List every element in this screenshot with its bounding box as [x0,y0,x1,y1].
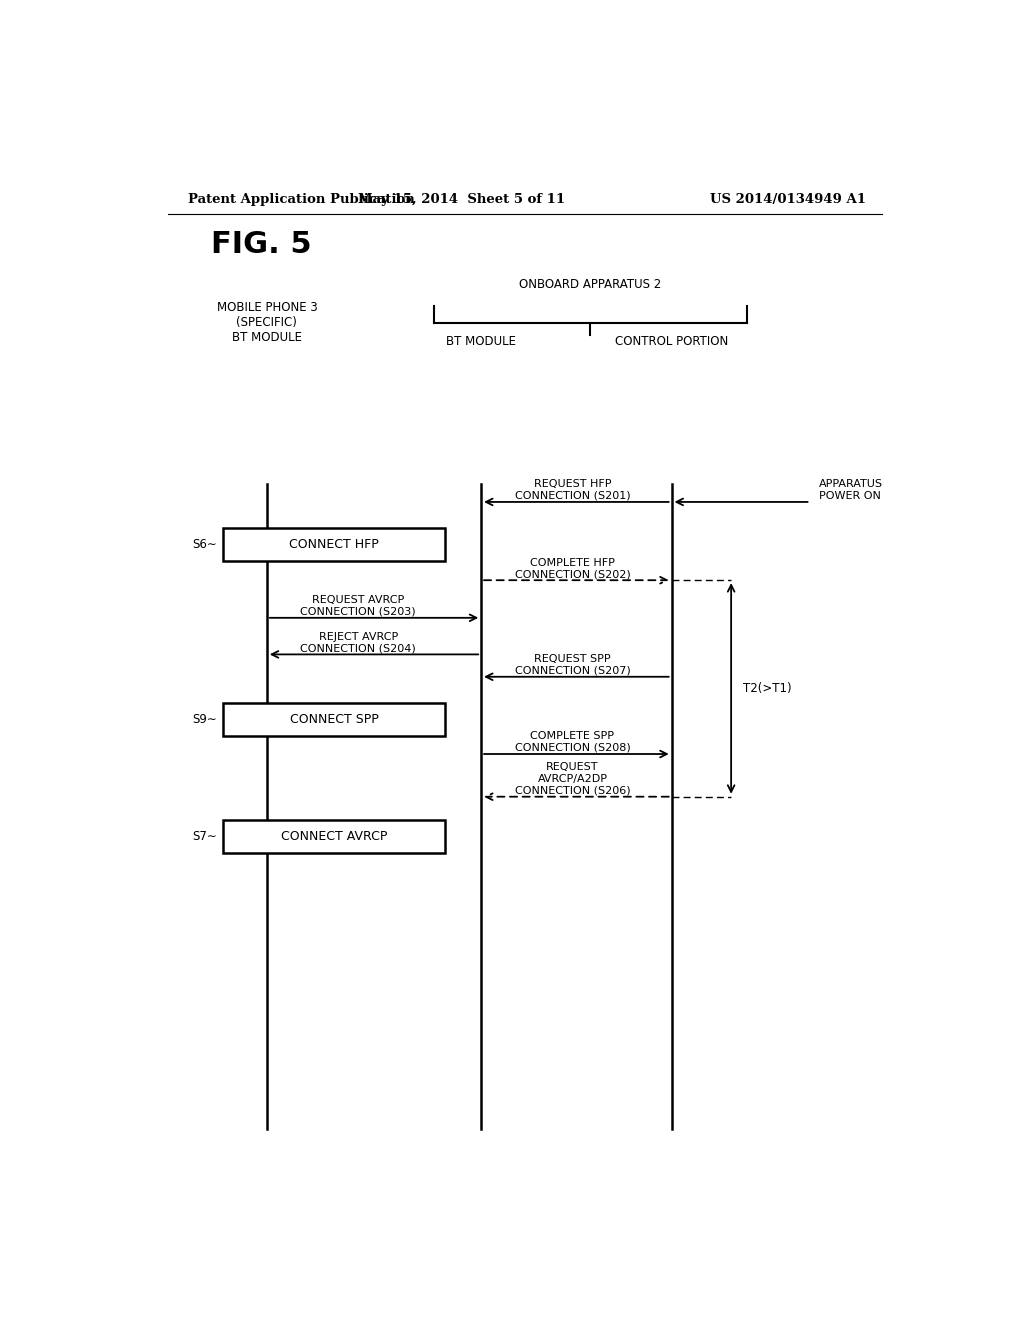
Text: Patent Application Publication: Patent Application Publication [187,193,415,206]
Bar [223,528,445,561]
Text: REQUEST HFP
CONNECTION (S201): REQUEST HFP CONNECTION (S201) [515,479,630,500]
Text: CONTROL PORTION: CONTROL PORTION [615,335,728,348]
Text: CONNECT HFP: CONNECT HFP [290,539,379,552]
Text: US 2014/0134949 A1: US 2014/0134949 A1 [710,193,866,206]
Text: May 15, 2014  Sheet 5 of 11: May 15, 2014 Sheet 5 of 11 [357,193,565,206]
Text: ONBOARD APPARATUS 2: ONBOARD APPARATUS 2 [519,277,662,290]
Text: REJECT AVRCP
CONNECTION (S204): REJECT AVRCP CONNECTION (S204) [300,632,416,653]
Text: S7∼: S7∼ [193,830,217,843]
Text: BT MODULE: BT MODULE [446,335,516,348]
Text: APPARATUS
POWER ON: APPARATUS POWER ON [818,479,883,500]
Bar [223,702,445,737]
Text: S9∼: S9∼ [193,713,217,726]
Text: COMPLETE SPP
CONNECTION (S208): COMPLETE SPP CONNECTION (S208) [514,731,631,752]
Text: T2(>T1): T2(>T1) [743,682,792,694]
Text: COMPLETE HFP
CONNECTION (S202): COMPLETE HFP CONNECTION (S202) [514,557,631,579]
Text: CONNECT SPP: CONNECT SPP [290,713,379,726]
Text: REQUEST AVRCP
CONNECTION (S203): REQUEST AVRCP CONNECTION (S203) [300,595,416,616]
Text: REQUEST
AVRCP/A2DP
CONNECTION (S206): REQUEST AVRCP/A2DP CONNECTION (S206) [515,763,630,796]
Text: REQUEST SPP
CONNECTION (S207): REQUEST SPP CONNECTION (S207) [514,655,631,676]
Text: CONNECT AVRCP: CONNECT AVRCP [282,830,387,843]
Text: S6∼: S6∼ [193,539,217,552]
Text: FIG. 5: FIG. 5 [211,230,312,259]
Text: MOBILE PHONE 3
(SPECIFIC)
BT MODULE: MOBILE PHONE 3 (SPECIFIC) BT MODULE [216,301,317,343]
Bar [223,820,445,853]
